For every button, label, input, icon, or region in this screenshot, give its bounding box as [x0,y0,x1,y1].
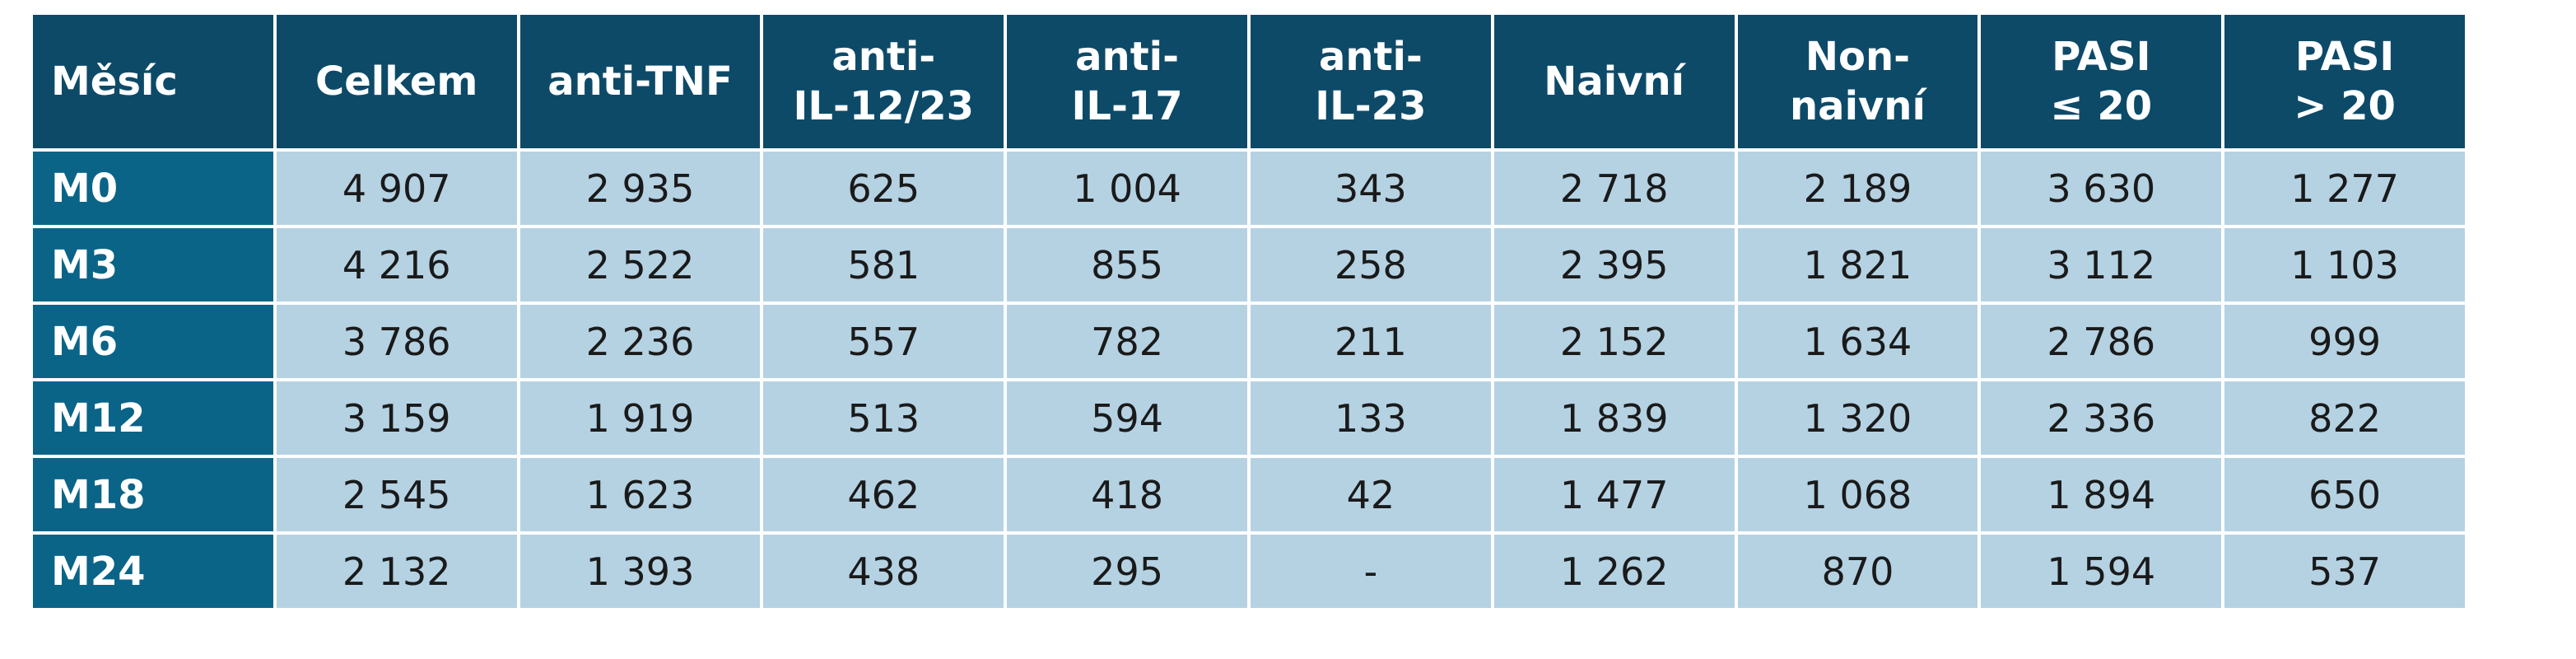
header-cell: anti- IL-12/23 [760,12,1008,152]
data-cell: 870 [1734,531,1982,611]
header-cell: Celkem [273,12,520,152]
data-cell: 2 395 [1490,225,1738,305]
row-label: M12 [30,378,277,458]
data-cell: 4 216 [273,225,520,305]
table-body: M0 4 907 2 935 625 1 004 343 2 718 2 189 3 630 1 … [30,148,2468,611]
data-cell: 3 786 [273,301,520,381]
data-cell: 1 623 [516,455,764,535]
data-cell: 1 262 [1490,531,1738,611]
data-cell: 1 894 [1977,455,2225,535]
data-cell: 513 [760,378,1008,458]
data-cell: 3 112 [1977,225,2225,305]
data-cell: 2 522 [516,225,764,305]
data-cell: 1 839 [1490,378,1738,458]
data-cell: 822 [2221,378,2468,458]
header-cell: anti- IL-23 [1246,12,1494,152]
data-cell: 343 [1246,148,1494,228]
data-cell: 42 [1246,455,1494,535]
data-cell: 133 [1246,378,1494,458]
data-cell: 3 630 [1977,148,2225,228]
header-cell: Non- naivní [1734,12,1982,152]
header-cell: PASI > 20 [2221,12,2468,152]
row-label: M3 [30,225,277,305]
data-cell: 1 919 [516,378,764,458]
data-cell: 557 [760,301,1008,381]
table-row: M18 2 545 1 623 462 418 42 1 477 1 068 1 894 650 [30,455,2468,535]
header-cell: Naivní [1490,12,1738,152]
data-cell: 258 [1246,225,1494,305]
data-cell: 4 907 [273,148,520,228]
data-cell: 2 152 [1490,301,1738,381]
data-cell: 782 [1004,301,1251,381]
data-cell: 2 236 [516,301,764,381]
row-label: M18 [30,455,277,535]
data-cell: 855 [1004,225,1251,305]
table-row: M3 4 216 2 522 581 855 258 2 395 1 821 3 112 1 10… [30,225,2468,305]
data-cell: 2 545 [273,455,520,535]
data-cell: 650 [2221,455,2468,535]
data-cell: 1 277 [2221,148,2468,228]
data-cell: 594 [1004,378,1251,458]
header-cell: anti- IL-17 [1004,12,1251,152]
data-table: Měsíc Celkem anti-TNF anti- IL-12/23 anti- I… [30,12,2468,611]
data-cell: 1 103 [2221,225,2468,305]
data-cell: 625 [760,148,1008,228]
data-cell: 295 [1004,531,1251,611]
data-cell: 418 [1004,455,1251,535]
data-cell: 1 594 [1977,531,2225,611]
data-cell: 1 068 [1734,455,1982,535]
header-cell: PASI ≤ 20 [1977,12,2225,152]
data-cell: - [1246,531,1494,611]
header-cell: Měsíc [30,12,277,152]
table-row: M0 4 907 2 935 625 1 004 343 2 718 2 189 3 630 1 … [30,148,2468,228]
data-cell: 1 821 [1734,225,1982,305]
row-label: M0 [30,148,277,228]
data-cell: 2 189 [1734,148,1982,228]
data-cell: 1 477 [1490,455,1738,535]
data-cell: 581 [760,225,1008,305]
data-cell: 2 132 [273,531,520,611]
data-cell: 1 634 [1734,301,1982,381]
row-label: M6 [30,301,277,381]
table-head: Měsíc Celkem anti-TNF anti- IL-12/23 anti- I… [30,12,2468,152]
header-cell: anti-TNF [516,12,764,152]
data-cell: 1 004 [1004,148,1251,228]
table-row: M24 2 132 1 393 438 295-1 262 870 1 594 537 [30,531,2468,611]
data-cell: 438 [760,531,1008,611]
row-label: M24 [30,531,277,611]
table-row: M6 3 786 2 236 557 782 211 2 152 1 634 2 786 999 [30,301,2468,381]
data-cell: 999 [2221,301,2468,381]
header-row: Měsíc Celkem anti-TNF anti- IL-12/23 anti- I… [30,12,2468,152]
data-cell: 211 [1246,301,1494,381]
data-cell: 2 786 [1977,301,2225,381]
table-row: M12 3 159 1 919 513 594 133 1 839 1 320 2 336 822 [30,378,2468,458]
data-cell: 2 336 [1977,378,2225,458]
data-cell: 537 [2221,531,2468,611]
data-cell: 2 935 [516,148,764,228]
data-cell: 3 159 [273,378,520,458]
data-cell: 2 718 [1490,148,1738,228]
data-cell: 1 320 [1734,378,1982,458]
data-cell: 1 393 [516,531,764,611]
data-cell: 462 [760,455,1008,535]
